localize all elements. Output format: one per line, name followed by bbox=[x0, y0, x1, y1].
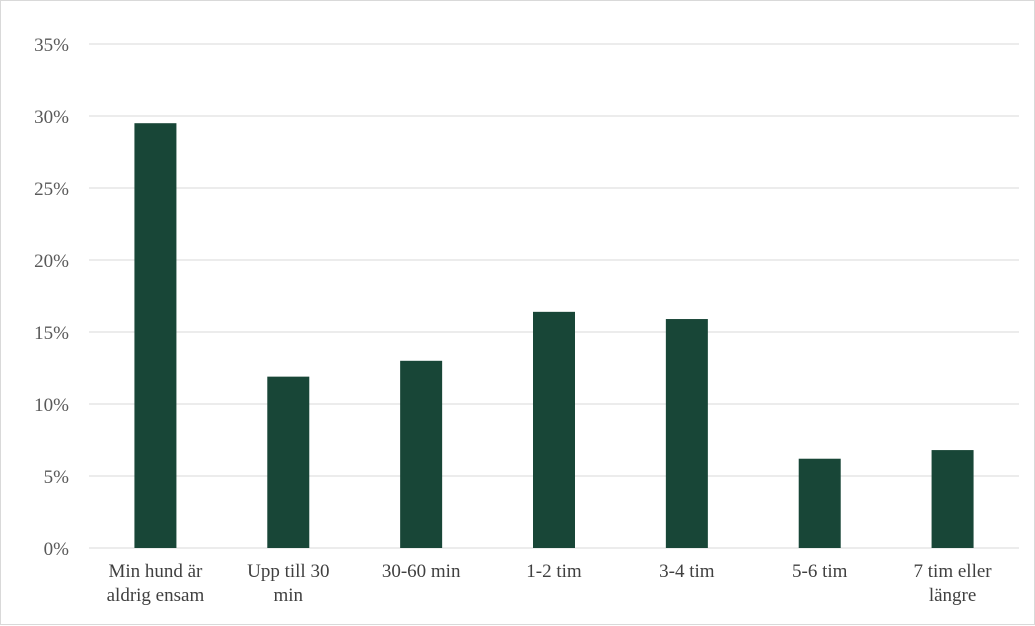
y-tick-label: 5% bbox=[44, 467, 70, 488]
y-tick-label: 15% bbox=[34, 323, 69, 344]
y-axis-ticks: 0% 5% 10% 15% 20% 25% 30% 35% bbox=[34, 35, 69, 560]
bar bbox=[798, 458, 841, 548]
x-category-label: 7 tim eller längre bbox=[914, 561, 993, 606]
y-tick-label: 20% bbox=[34, 251, 69, 272]
bar bbox=[665, 319, 708, 548]
bar bbox=[134, 123, 177, 548]
bar bbox=[267, 376, 310, 548]
x-category-label: 5-6 tim bbox=[792, 561, 848, 582]
x-category-label: 30-60 min bbox=[382, 561, 461, 582]
bars bbox=[134, 123, 974, 548]
x-category-label: Min hund är aldrig ensam bbox=[107, 561, 205, 606]
bar bbox=[931, 450, 974, 548]
y-tick-label: 0% bbox=[44, 539, 70, 560]
x-category-label: Upp till 30 min bbox=[247, 561, 329, 606]
y-tick-label: 30% bbox=[34, 107, 69, 128]
y-tick-label: 25% bbox=[34, 179, 69, 200]
x-category-label: 3-4 tim bbox=[659, 561, 715, 582]
bar bbox=[533, 311, 575, 548]
y-tick-label: 10% bbox=[34, 395, 69, 416]
x-category-label: 1-2 tim bbox=[526, 561, 582, 582]
y-tick-label: 35% bbox=[34, 35, 69, 56]
x-axis-labels: Min hund är aldrig ensam Upp till 30 min 30-… bbox=[107, 561, 993, 606]
bar bbox=[400, 360, 443, 548]
